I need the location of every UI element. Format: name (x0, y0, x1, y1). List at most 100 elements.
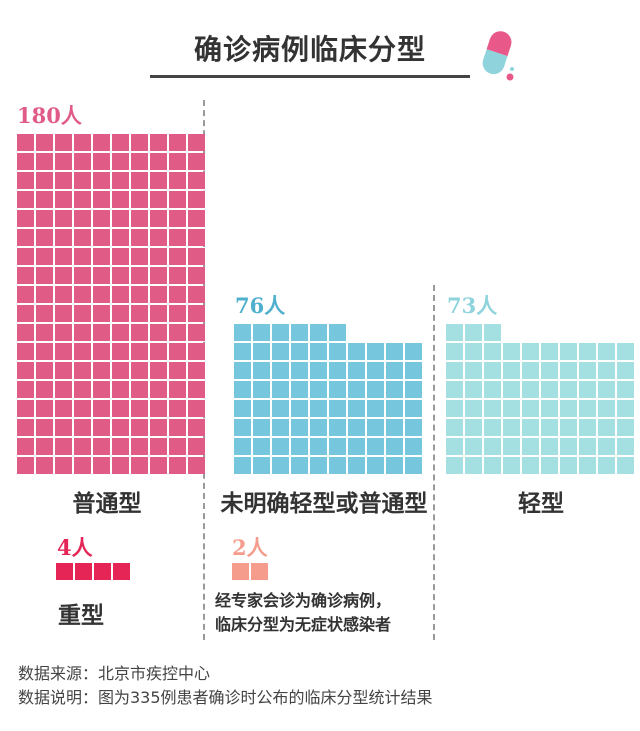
waffle-cell-mild (579, 362, 596, 379)
waffle-cell-mild (541, 438, 558, 455)
waffle-cell-common (112, 381, 129, 398)
note-asymptomatic: 经专家会诊为确诊病例， 临床分型为无症状感染者 (215, 589, 391, 637)
waffle-cell-common (36, 191, 53, 208)
category-severe: 重型 (58, 603, 104, 629)
waffle-cell-mild (484, 362, 501, 379)
waffle-cell-mild (522, 400, 539, 417)
waffle-cell-common (131, 286, 148, 303)
waffle-cell-common (55, 305, 72, 322)
waffle-cell-common (150, 229, 167, 246)
waffle-asymptomatic (232, 563, 268, 580)
waffle-cell-common (36, 267, 53, 284)
waffle-cell-mild (522, 419, 539, 436)
waffle-cell-common (150, 153, 167, 170)
waffle-cell-mild (503, 438, 520, 455)
waffle-cell-common (36, 400, 53, 417)
waffle-cell-mild (503, 362, 520, 379)
waffle-cell-unclear (310, 438, 327, 455)
waffle-cell-common (36, 286, 53, 303)
waffle-cell-mild (446, 457, 463, 474)
waffle-cell-mild (579, 438, 596, 455)
waffle-cell-common (36, 210, 53, 227)
waffle-cell-unclear (348, 381, 365, 398)
waffle-cell-common (169, 172, 186, 189)
waffle-cell-unclear (272, 438, 289, 455)
waffle-cell-unclear (329, 438, 346, 455)
waffle-cell-mild (560, 400, 577, 417)
waffle-cell-common (74, 381, 91, 398)
waffle-cell-common (188, 457, 205, 474)
waffle-cell-mild (560, 324, 577, 341)
waffle-cell-common (93, 267, 110, 284)
waffle-cell-common (36, 362, 53, 379)
waffle-cell-common (188, 191, 205, 208)
waffle-cell-common (131, 457, 148, 474)
waffle-cell-common (74, 457, 91, 474)
waffle-cell-unclear (253, 457, 270, 474)
waffle-cell-mild (617, 362, 634, 379)
waffle-cell-unclear (253, 381, 270, 398)
waffle-cell-common (36, 381, 53, 398)
waffle-cell-common (188, 324, 205, 341)
waffle-cell-common (93, 210, 110, 227)
waffle-cell-common (55, 286, 72, 303)
waffle-cell-mild (446, 343, 463, 360)
waffle-cell-common (55, 153, 72, 170)
waffle-cell-common (17, 286, 34, 303)
waffle-cell-mild (446, 438, 463, 455)
waffle-cell-common (169, 324, 186, 341)
waffle-cell-unclear (253, 343, 270, 360)
count-mild: 73人 (447, 293, 498, 318)
waffle-cell-mild (484, 438, 501, 455)
note-line-1: 经专家会诊为确诊病例， (215, 591, 392, 610)
waffle-cell-mild (541, 324, 558, 341)
waffle-cell-common (150, 324, 167, 341)
waffle-cell-unclear (348, 343, 365, 360)
waffle-cell-mild (503, 381, 520, 398)
waffle-cell-common (169, 286, 186, 303)
waffle-cell-common (74, 134, 91, 151)
waffle-cell-common (36, 324, 53, 341)
waffle-cell-common (93, 172, 110, 189)
waffle-cell-common (131, 305, 148, 322)
footer: 数据来源：北京市疾控中心 数据说明：图为335例患者确诊时公布的临床分型统计结果 (18, 662, 433, 710)
waffle-common (17, 134, 205, 474)
waffle-cell-mild (465, 457, 482, 474)
waffle-cell-unclear (386, 457, 403, 474)
waffle-cell-unclear (329, 343, 346, 360)
waffle-cell-mild (598, 381, 615, 398)
waffle-cell-unclear (405, 381, 422, 398)
waffle-cell-unclear (291, 400, 308, 417)
waffle-cell-unclear (272, 457, 289, 474)
waffle-cell-unclear (253, 324, 270, 341)
waffle-cell-mild (598, 400, 615, 417)
waffle-cell-common (188, 419, 205, 436)
waffle-cell-common (188, 286, 205, 303)
waffle-cell-unclear (348, 419, 365, 436)
capsule-icon (482, 31, 514, 81)
waffle-cell-unclear (386, 381, 403, 398)
waffle-cell-common (150, 286, 167, 303)
waffle-cell-mild (446, 419, 463, 436)
waffle-cell-unclear (272, 324, 289, 341)
title-block: 确诊病例临床分型 (150, 22, 470, 78)
waffle-cell-unclear (329, 457, 346, 474)
waffle-cell-mild (541, 362, 558, 379)
waffle-cell-common (112, 400, 129, 417)
waffle-cell-common (188, 267, 205, 284)
waffle-unclear (234, 324, 422, 474)
waffle-cell-common (131, 172, 148, 189)
waffle-cell-common (112, 419, 129, 436)
waffle-cell-mild (617, 438, 634, 455)
waffle-cell-unclear (367, 419, 384, 436)
waffle-cell-unclear (405, 400, 422, 417)
waffle-cell-unclear (329, 381, 346, 398)
waffle-cell-mild (484, 457, 501, 474)
waffle-cell-common (93, 229, 110, 246)
waffle-cell-mild (579, 343, 596, 360)
waffle-cell-common (36, 153, 53, 170)
waffle-cell-mild (617, 324, 634, 341)
waffle-cell-common (55, 229, 72, 246)
waffle-cell-common (150, 343, 167, 360)
waffle-cell-unclear (329, 362, 346, 379)
